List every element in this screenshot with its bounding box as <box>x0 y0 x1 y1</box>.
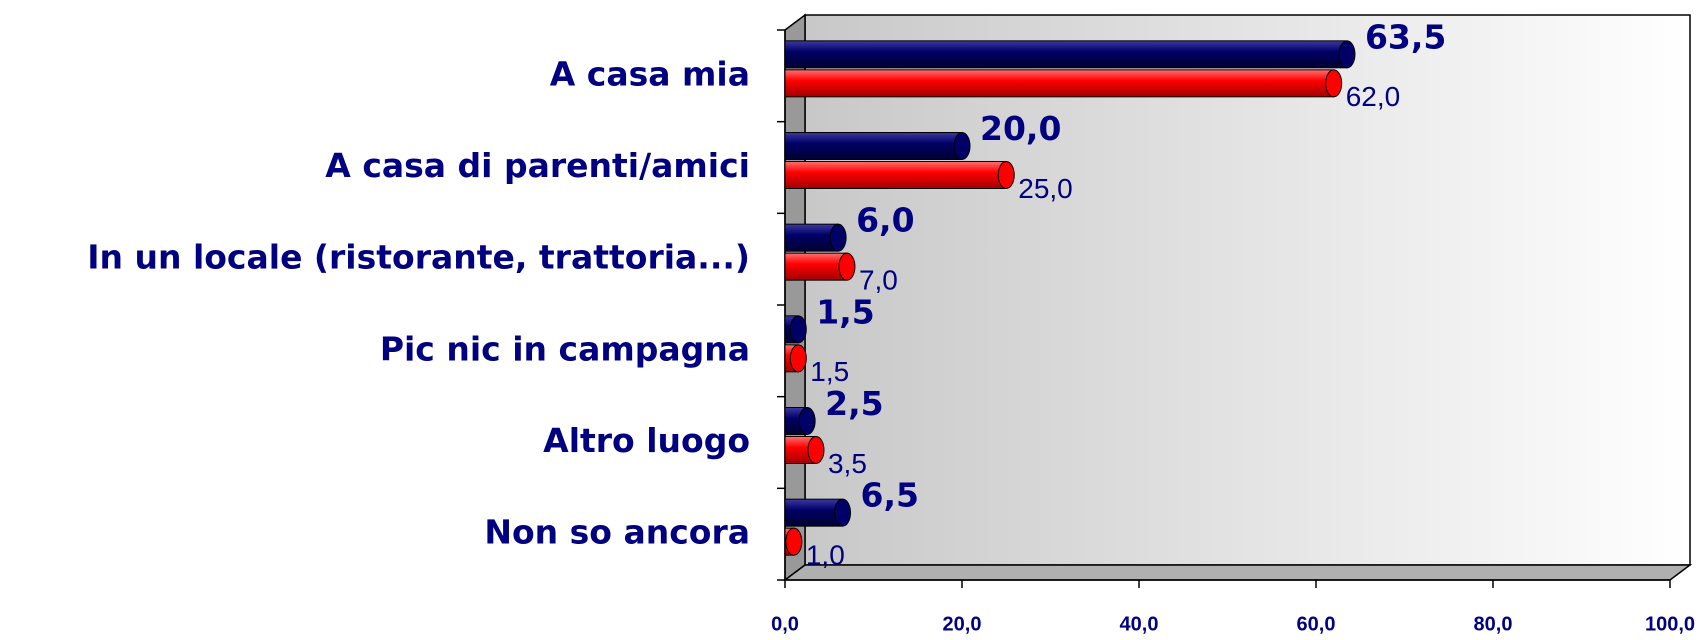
value-label: 1,5 <box>816 292 874 331</box>
category-label: In un locale (ristorante, trattoria...) <box>87 238 750 277</box>
value-label: 1,5 <box>810 356 849 387</box>
bar-cap <box>1338 40 1356 69</box>
x-tick-label: 100,0 <box>1645 613 1695 635</box>
value-label: 3,5 <box>828 448 867 479</box>
value-label: 20,0 <box>980 109 1061 148</box>
bar-cap <box>1325 69 1343 98</box>
x-tick-label: 80,0 <box>1474 613 1513 635</box>
bar-cap <box>829 223 847 252</box>
bar <box>784 161 1007 189</box>
value-label: 6,0 <box>856 201 914 240</box>
bar-cap <box>834 498 852 527</box>
value-label: 25,0 <box>1018 173 1073 204</box>
bar <box>784 223 839 252</box>
bar-cap <box>789 344 807 373</box>
back-wall <box>804 14 1691 566</box>
value-label: 2,5 <box>825 384 883 423</box>
bar-cap <box>953 132 971 160</box>
value-label: 1,0 <box>806 540 845 571</box>
x-tick-label: 20,0 <box>943 613 982 635</box>
x-tick-label: 40,0 <box>1120 613 1159 635</box>
bar <box>784 69 1335 98</box>
x-tick-label: 0,0 <box>771 613 799 635</box>
bar-cap <box>838 252 856 281</box>
bar-cap <box>997 161 1015 189</box>
value-label: 63,5 <box>1365 17 1446 56</box>
bar-cap <box>785 527 803 556</box>
category-label: A casa mia <box>550 54 750 93</box>
bar-cap <box>789 315 807 344</box>
bar-cap <box>807 436 825 464</box>
bar <box>784 40 1348 69</box>
bar <box>784 252 848 281</box>
category-label: Non so ancora <box>484 513 750 552</box>
bar <box>784 498 844 527</box>
bar-cap <box>798 407 816 435</box>
floor <box>782 564 1693 581</box>
value-label: 7,0 <box>859 265 898 296</box>
value-label: 62,0 <box>1346 81 1401 112</box>
bar <box>784 132 963 160</box>
category-label: A casa di parenti/amici <box>325 146 750 185</box>
category-label: Pic nic in campagna <box>380 329 750 368</box>
value-label: 6,5 <box>861 476 919 515</box>
side-wall <box>784 13 806 582</box>
category-label: Altro luogo <box>543 421 750 460</box>
x-tick-label: 60,0 <box>1297 613 1336 635</box>
